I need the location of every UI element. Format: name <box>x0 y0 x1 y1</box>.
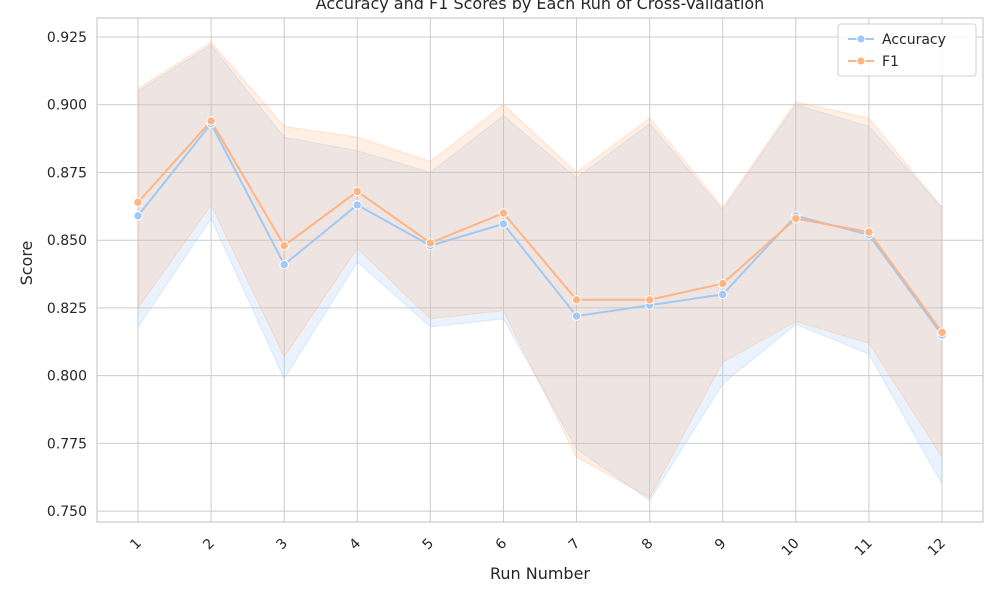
y-tick-label: 0.875 <box>47 165 87 181</box>
y-tick-label: 0.800 <box>47 369 87 385</box>
x-tick-label: 12 <box>925 536 949 560</box>
legend-marker <box>856 34 866 44</box>
x-tick-label: 1 <box>127 536 145 554</box>
point-accuracy <box>352 200 362 210</box>
point-f1 <box>644 295 655 305</box>
x-tick-label: 3 <box>273 536 291 554</box>
y-tick-label: 0.900 <box>47 98 87 114</box>
point-f1 <box>937 327 947 338</box>
x-axis-title: Run Number <box>490 564 590 583</box>
legend-box <box>837 23 977 77</box>
series-lines <box>137 119 943 336</box>
point-accuracy <box>498 219 509 229</box>
point-f1 <box>791 213 801 224</box>
point-f1 <box>352 186 362 197</box>
point-f1 <box>279 240 289 251</box>
point-f1 <box>133 197 143 207</box>
legend-label: F1 <box>882 54 899 70</box>
point-accuracy <box>718 289 728 300</box>
plot-frame <box>96 17 984 523</box>
grid <box>97 18 983 522</box>
line-f1 <box>137 119 943 333</box>
legend-marker <box>856 56 866 66</box>
x-tick-label: 4 <box>346 535 364 553</box>
point-accuracy <box>133 211 143 221</box>
y-tick-label: 0.825 <box>47 301 87 317</box>
x-tick-label: 10 <box>779 536 803 560</box>
point-f1 <box>206 116 216 126</box>
legend-label: Accuracy <box>882 32 946 48</box>
band-accuracy <box>137 44 943 502</box>
y-axis-title: Score <box>17 241 36 286</box>
y-tick-label: 0.925 <box>47 30 87 46</box>
point-f1 <box>425 238 436 248</box>
x-tick-label: 2 <box>200 536 218 554</box>
y-tick-label: 0.850 <box>47 233 87 249</box>
y-tick-label: 0.775 <box>47 436 87 452</box>
series-points <box>133 116 947 340</box>
x-tick-label: 7 <box>566 536 584 554</box>
point-accuracy <box>279 259 289 270</box>
line-accuracy <box>137 121 943 336</box>
x-tick-label: 8 <box>639 536 657 554</box>
point-f1 <box>571 295 582 305</box>
legend: Accuracy F1 <box>837 23 977 77</box>
x-tick-label: 9 <box>712 536 730 554</box>
x-tick-label: 6 <box>493 535 511 553</box>
y-tick-label: 0.750 <box>47 504 87 520</box>
point-f1 <box>718 278 728 289</box>
x-tick-label: 5 <box>420 536 438 554</box>
point-f1 <box>864 227 874 237</box>
point-f1 <box>498 208 509 218</box>
point-accuracy <box>571 311 582 321</box>
chart-title: Accuracy and F1 Scores by Each Run of Cr… <box>316 0 765 13</box>
x-tick-label: 11 <box>852 536 876 560</box>
